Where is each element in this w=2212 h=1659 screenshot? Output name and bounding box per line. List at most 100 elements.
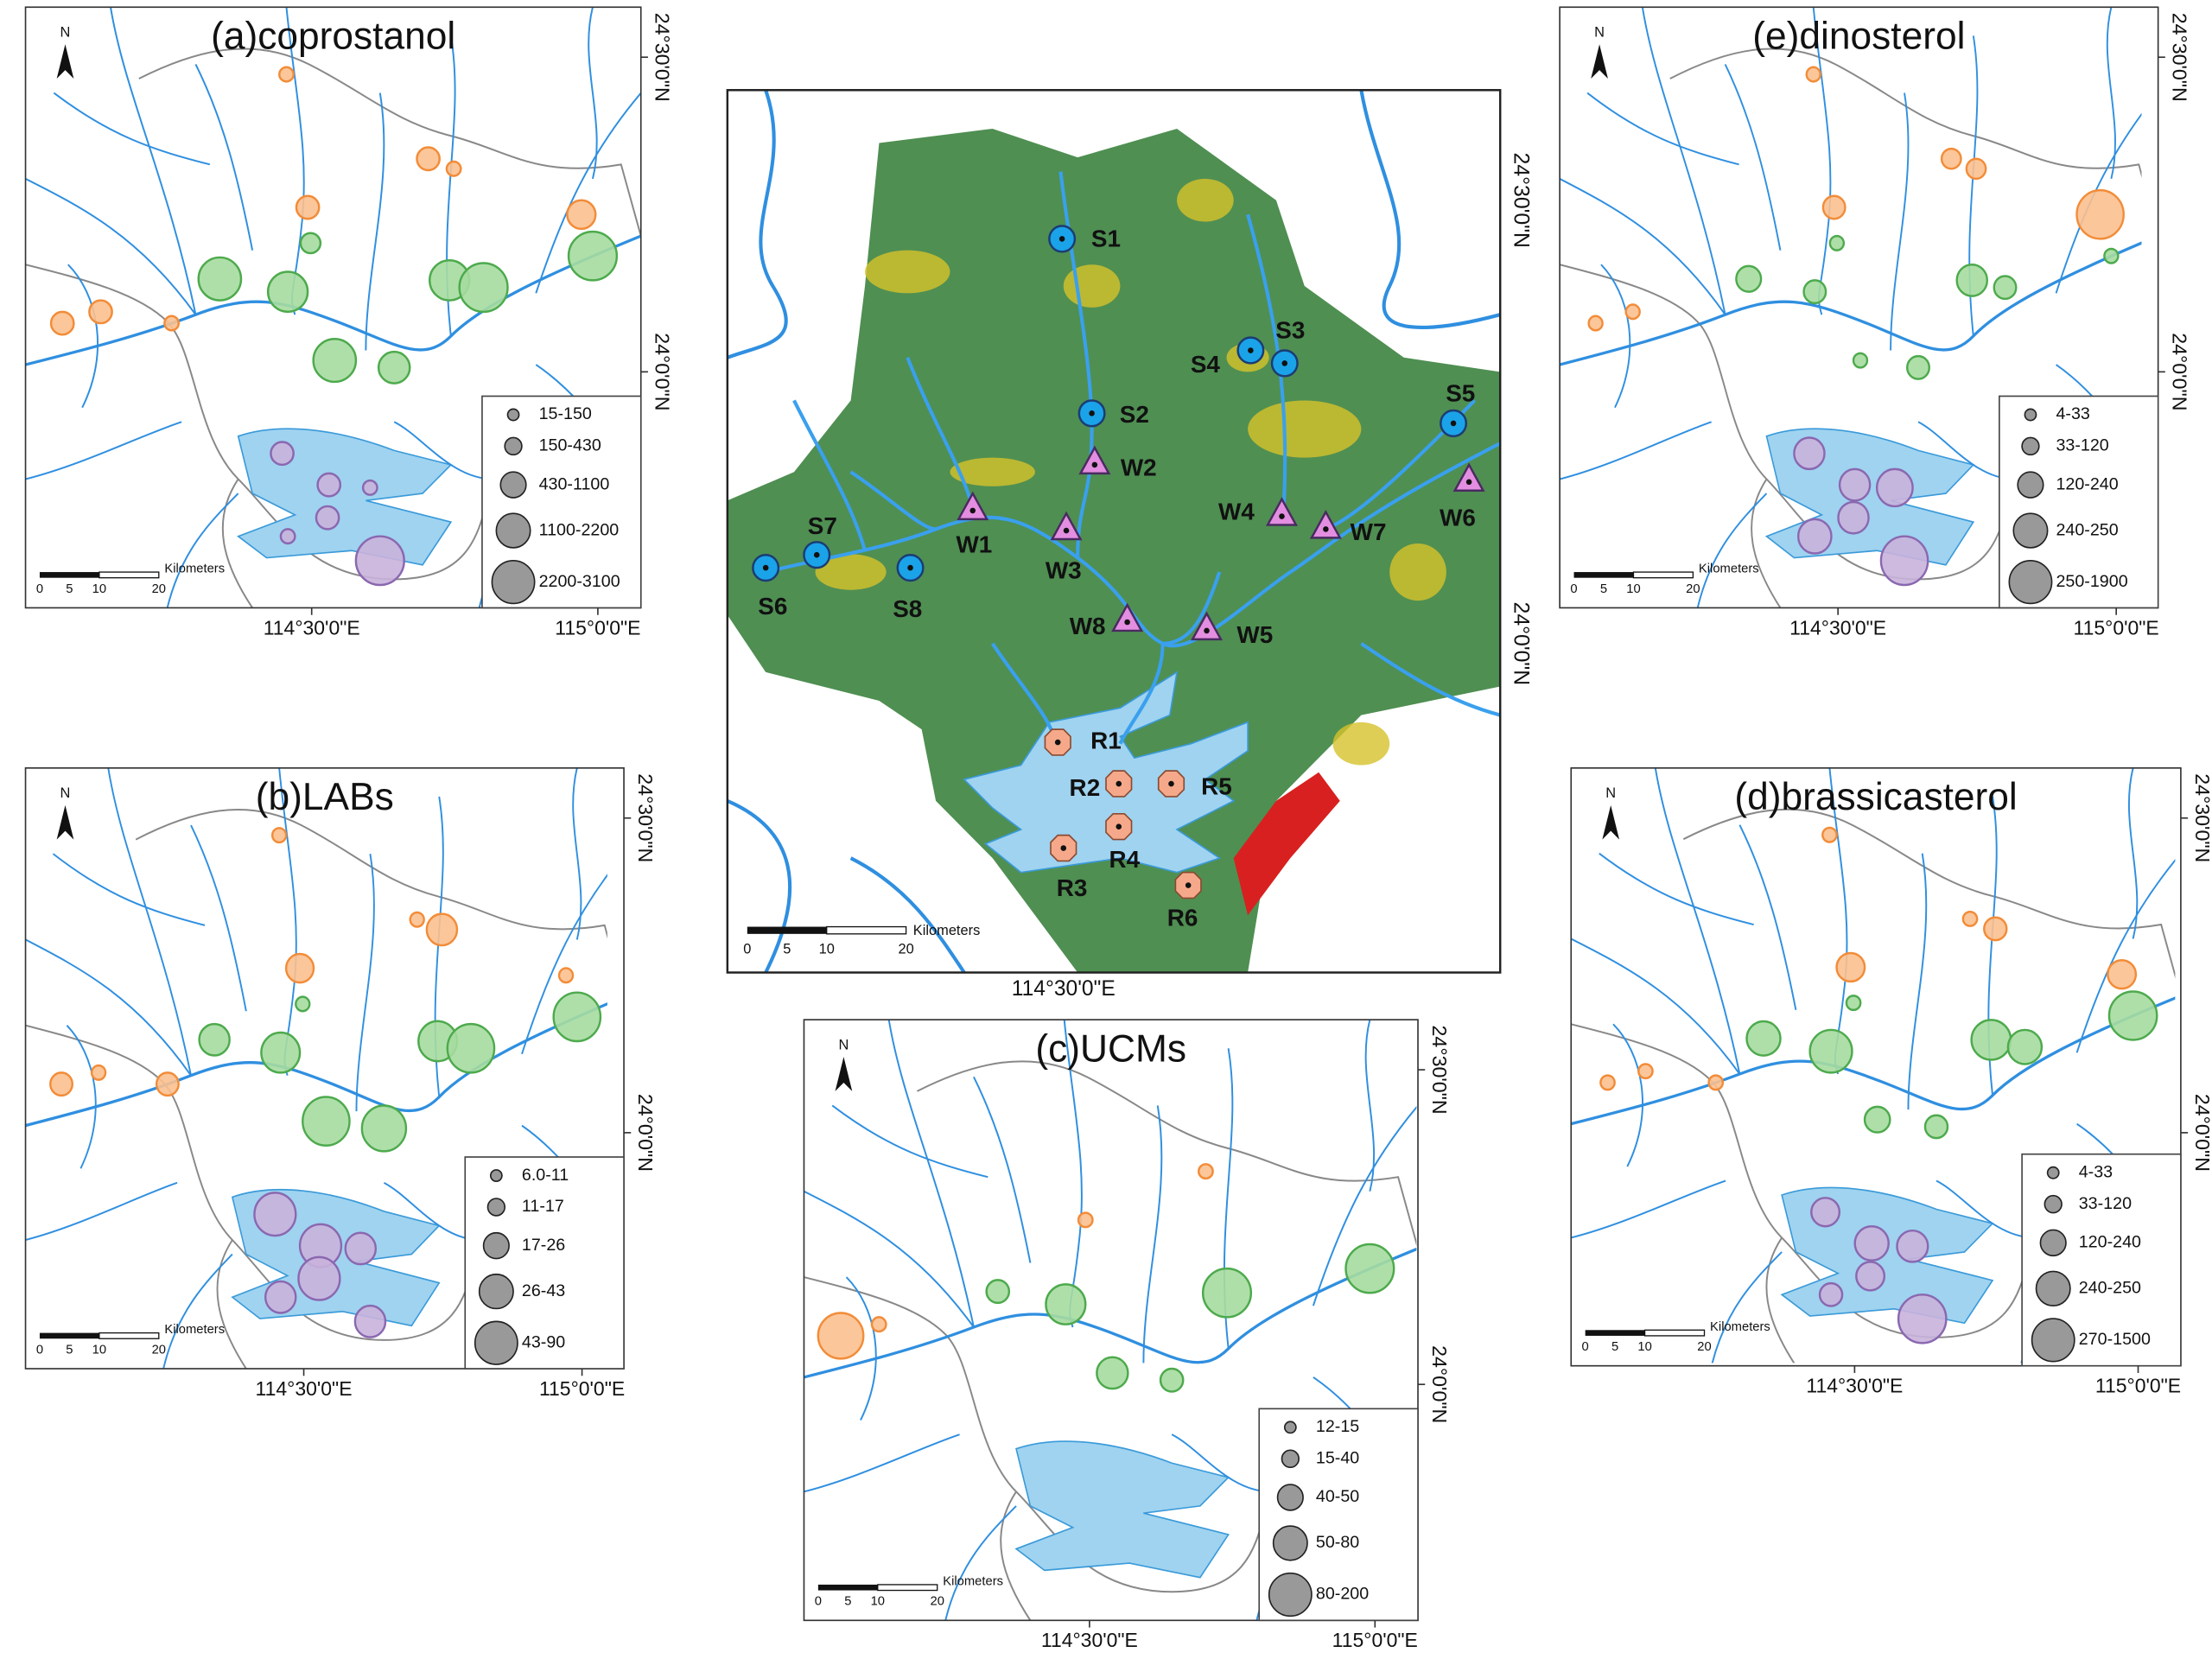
site-circle [1344,1243,1395,1294]
site-circle [409,911,425,928]
legend-label: 120-240 [2079,1233,2141,1252]
river [804,1190,975,1328]
river [52,853,206,926]
river [1118,643,1165,745]
water-site [1078,445,1111,475]
site-label: S7 [808,512,837,539]
scale-label: 10 [1626,582,1640,596]
site-circle [1845,995,1862,1012]
scale-bar-black [817,1584,878,1591]
site-circle [284,952,315,984]
river [845,1276,877,1421]
river [887,1020,975,1328]
site-dot [1058,236,1065,242]
river [1907,853,1928,1110]
river [1599,852,1754,925]
site-circle [445,160,462,177]
lon-label: 115°0'0"E [555,616,640,639]
legend-circle [2044,1194,2063,1214]
site-circle [1821,826,1838,843]
lon-label: 115°0'0"E [539,1377,625,1400]
river [1162,571,1222,645]
site-circle [353,1304,387,1338]
scale-bar-black [747,926,827,934]
legend-label: 250-1900 [2056,572,2127,591]
legend-circle [489,1169,503,1182]
site-dot [1168,780,1174,787]
legend-circle [2017,471,2044,499]
legend-label: 240-250 [2079,1278,2141,1297]
reservoir [237,428,453,566]
legend-label: 1100-2200 [539,520,620,539]
land-patch [1332,721,1390,766]
site-circle [361,479,378,496]
site-circle [1805,66,1821,83]
river [906,357,975,510]
site-label: S8 [893,595,922,622]
site-circle [1852,352,1869,369]
legend-circle [2046,1166,2060,1179]
river [1560,421,1712,480]
scale-bar-black [39,572,99,578]
scale-label: 5 [1611,1340,1618,1354]
site-circle [155,1071,180,1097]
river [1571,1179,1726,1239]
site-dot [907,564,913,571]
legend-circle [2039,1229,2067,1257]
central-frame [726,89,1502,974]
river [355,853,375,1112]
site-circle [1970,1019,2012,1061]
panel-title: (b)LABs [256,776,394,818]
central-content [727,90,1501,973]
land-patch [1177,178,1234,222]
north-label: N [1605,785,1616,801]
legend-label: 4-33 [2079,1162,2113,1181]
site-circle [2103,247,2120,264]
site-circle [279,528,296,545]
site-circle [1993,275,2018,301]
river [66,1025,97,1169]
scale-bar-white [1632,571,1694,579]
map-panel: (c)UCMs N 12-15 15-40 40-50 50-80 80-200 0 5 10 20… [803,1019,1451,1651]
watershed [727,128,1501,973]
river [2106,7,2116,180]
river [1641,7,1726,315]
land-patch [950,457,1035,486]
river [1586,92,1739,166]
site-label: W6 [1440,504,1476,531]
scale-label: 5 [66,582,73,596]
river [1560,178,1726,315]
site-circle [1745,1020,1782,1057]
scale-unit: Kilometers [913,923,980,938]
map-content [25,7,641,608]
site-circle [197,256,243,302]
river [1364,1020,1376,1192]
river [1738,824,1797,1011]
legend-label: 15-40 [1316,1448,1359,1467]
map-content [1560,7,2142,608]
scale-label: 20 [152,582,166,596]
lon-label: 114°30'0"E [1012,977,1116,1001]
site-circle [266,270,309,314]
site-circle [552,991,602,1043]
scale-label: 10 [819,941,835,957]
site-circle [870,1316,887,1333]
river [25,178,197,315]
site-dot [813,551,820,558]
site-circle [270,827,288,844]
scale-label: 10 [1637,1340,1651,1354]
site-circle [49,310,75,336]
panel-frame [24,767,625,1370]
legend-label: 240-250 [2056,520,2118,539]
scale-label: 0 [743,941,751,957]
river [2055,112,2142,294]
north-label: N [1594,24,1605,40]
urban-area [1233,772,1340,916]
legend-label: 40-50 [1316,1487,1359,1506]
legend-circle [499,471,527,499]
lat-label: 24°0'0"N [2191,1094,2212,1172]
river [1890,92,1910,351]
legend-label: 26-43 [522,1281,565,1300]
river [107,767,192,1076]
lat-label: 24°0'0"N [634,1094,657,1172]
